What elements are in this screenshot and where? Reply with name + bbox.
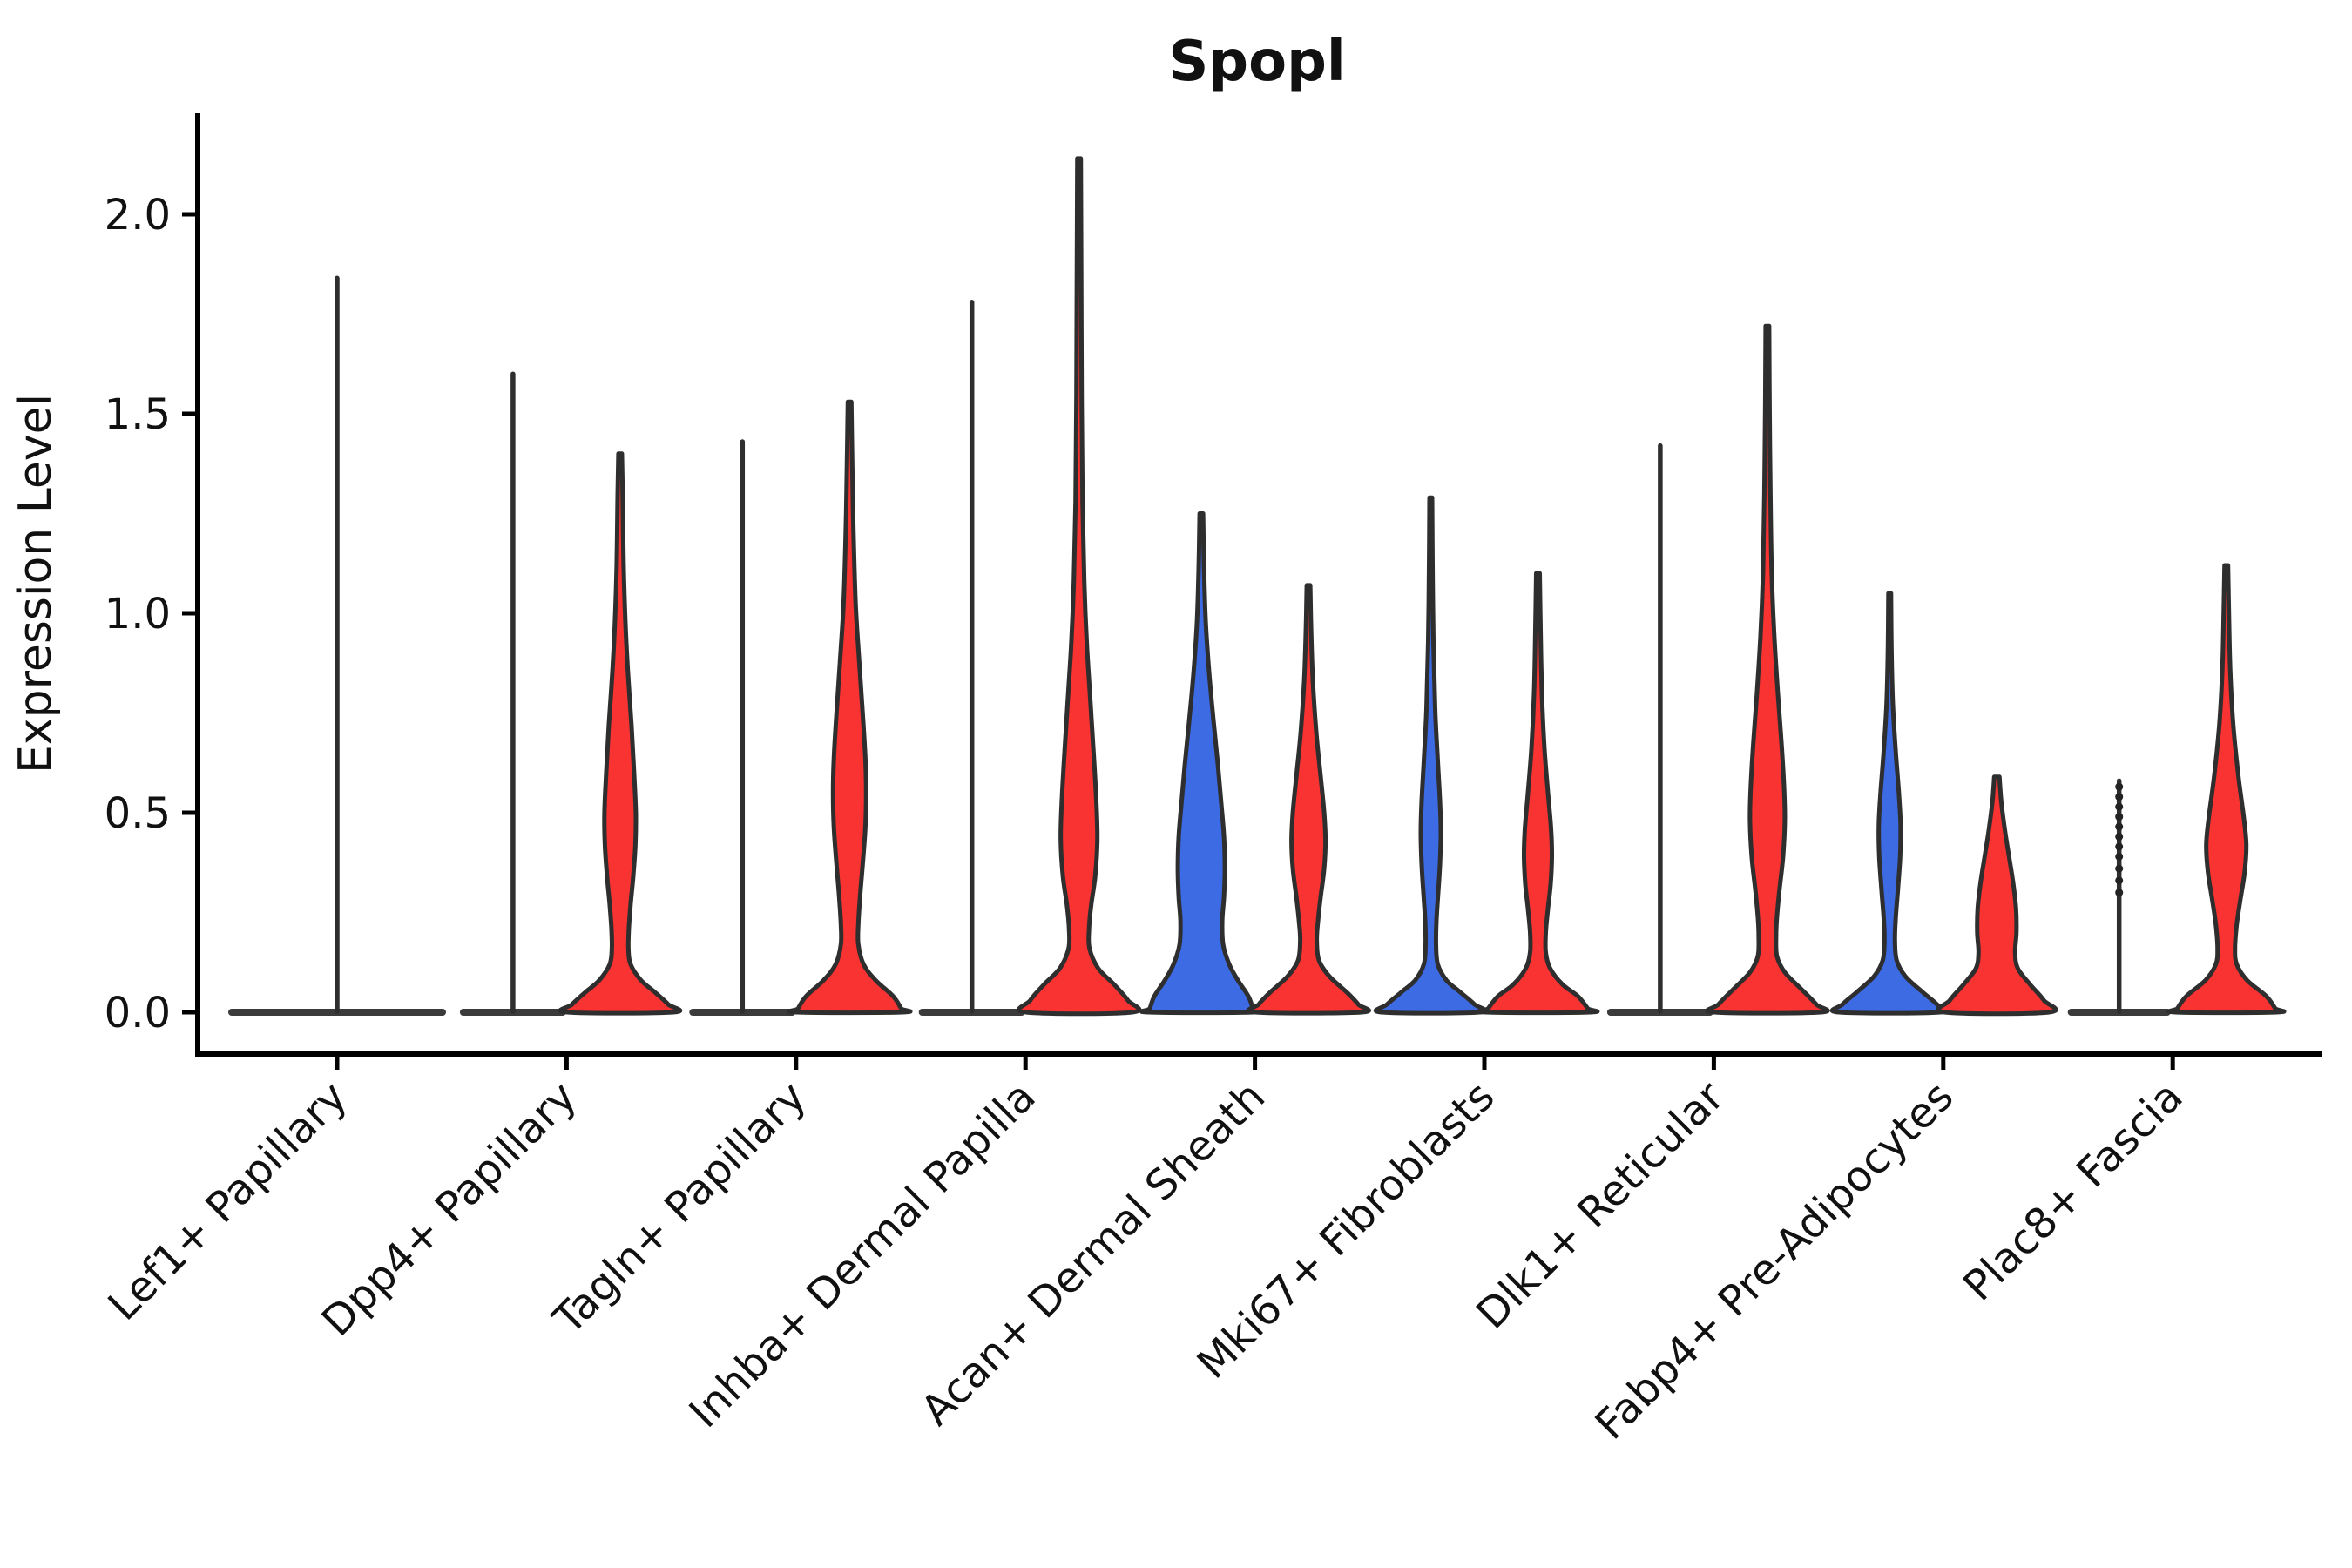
violin-red (558, 451, 683, 1016)
x-tick-label: Tagln+ Papillary (544, 1072, 815, 1344)
y-axis-ticks: 0.0 0.5 1.0 1.5 2.0 (105, 191, 198, 1037)
expression-point (2115, 876, 2124, 885)
x-tick-label: Lef1+ Papillary (99, 1072, 357, 1330)
expression-point (2115, 842, 2124, 851)
violin-red (2166, 563, 2287, 1016)
violin-red (1705, 323, 1830, 1016)
y-axis-label: Expression Level (10, 394, 62, 774)
expression-point (2115, 782, 2124, 791)
chart-title: Spopl (1168, 30, 1346, 94)
y-tick-label: 2.0 (105, 191, 171, 240)
expression-point (2115, 864, 2124, 873)
expression-point (2115, 852, 2124, 861)
violins-layer (228, 156, 2287, 1017)
y-tick-label: 0.0 (105, 989, 171, 1037)
y-tick-label: 0.5 (105, 789, 171, 838)
x-tick-label: Dlk1+ Reticular (1467, 1072, 1734, 1339)
expression-point (2115, 889, 2124, 897)
expression-point (2115, 793, 2124, 801)
expression-point (2115, 813, 2124, 821)
x-tick-label: Dpp4+ Papillary (313, 1072, 586, 1346)
expression-point (2115, 802, 2124, 811)
violin-blue (1829, 591, 1950, 1016)
violin-red (1476, 571, 1600, 1016)
y-tick-label: 1.0 (105, 590, 171, 639)
violin-red (1246, 583, 1371, 1016)
violin-red (787, 399, 913, 1016)
violin-blue (1139, 511, 1264, 1016)
expression-point (2115, 832, 2124, 841)
violin-red (1936, 774, 2058, 1017)
y-tick-label: 1.5 (105, 390, 171, 439)
violin-red (1017, 156, 1142, 1017)
violin-blue (1373, 495, 1489, 1016)
expression-point (2115, 822, 2124, 831)
x-tick-label: Plac8+ Fascia (1954, 1072, 2193, 1311)
